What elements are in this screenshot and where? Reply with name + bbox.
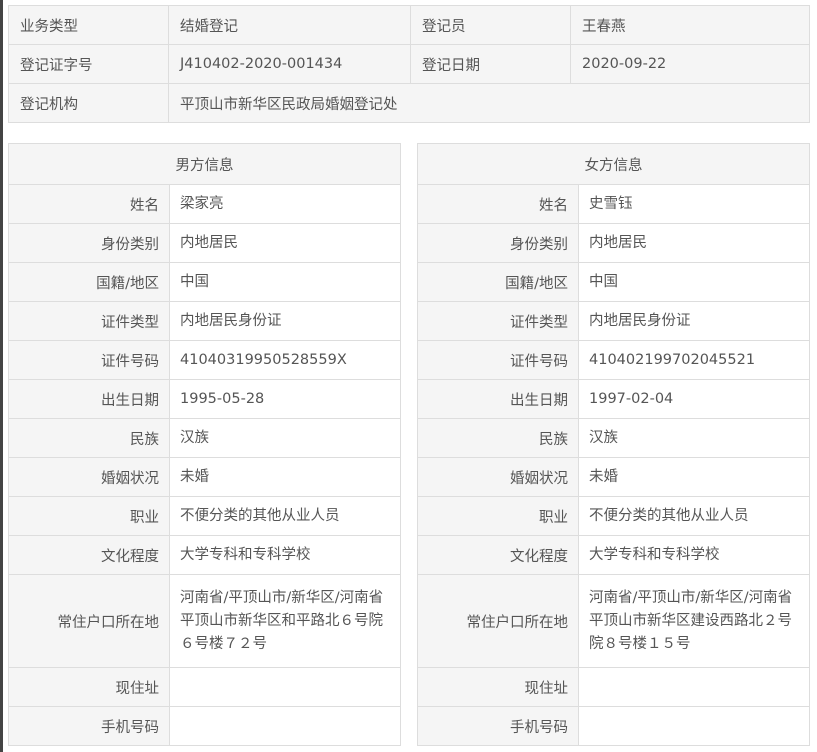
field-value: 大学专科和专科学校 bbox=[578, 535, 810, 575]
field-value: 不便分类的其他从业人员 bbox=[169, 496, 401, 536]
field-label: 国籍/地区 bbox=[417, 262, 579, 302]
female-info-table: 女方信息 姓名 史雪钰 身份类别 内地居民 国籍/地区 中国 证件类型 内地居民身份证 证件号码… bbox=[417, 143, 810, 746]
table-row: 文化程度 大学专科和专科学校 bbox=[8, 535, 401, 575]
field-value: 内地居民身份证 bbox=[578, 301, 810, 341]
field-label: 出生日期 bbox=[417, 379, 579, 419]
field-value: 未婚 bbox=[169, 457, 401, 497]
registrar-value: 王春燕 bbox=[570, 5, 810, 45]
field-label: 手机号码 bbox=[8, 706, 170, 746]
table-row: 民族 汉族 bbox=[8, 418, 401, 458]
field-label: 现住址 bbox=[417, 667, 579, 707]
field-value bbox=[169, 667, 401, 707]
field-label: 证件号码 bbox=[8, 340, 170, 380]
field-label: 身份类别 bbox=[8, 223, 170, 263]
field-value: 不便分类的其他从业人员 bbox=[578, 496, 810, 536]
field-value bbox=[578, 667, 810, 707]
field-value: 内地居民 bbox=[578, 223, 810, 263]
field-label: 文化程度 bbox=[417, 535, 579, 575]
male-info-title: 男方信息 bbox=[8, 143, 401, 185]
table-row: 出生日期 1997-02-04 bbox=[417, 379, 810, 419]
table-row: 国籍/地区 中国 bbox=[417, 262, 810, 302]
field-value: 中国 bbox=[578, 262, 810, 302]
table-row: 职业 不便分类的其他从业人员 bbox=[417, 496, 810, 536]
field-value: 1997-02-04 bbox=[578, 379, 810, 419]
table-row: 身份类别 内地居民 bbox=[417, 223, 810, 263]
table-row: 文化程度 大学专科和专科学校 bbox=[417, 535, 810, 575]
field-label: 出生日期 bbox=[8, 379, 170, 419]
table-row: 登记证字号 J410402-2020-001434 登记日期 2020-09-2… bbox=[8, 44, 810, 84]
date-label: 登记日期 bbox=[410, 44, 571, 84]
field-value: 汉族 bbox=[169, 418, 401, 458]
field-label: 证件类型 bbox=[417, 301, 579, 341]
field-label: 姓名 bbox=[8, 184, 170, 224]
field-label: 民族 bbox=[8, 418, 170, 458]
table-row: 现住址 bbox=[8, 667, 401, 707]
field-label: 姓名 bbox=[417, 184, 579, 224]
business-type-label: 业务类型 bbox=[8, 5, 169, 45]
date-value: 2020-09-22 bbox=[570, 44, 810, 84]
table-row: 证件类型 内地居民身份证 bbox=[8, 301, 401, 341]
table-row: 业务类型 结婚登记 登记员 王春燕 bbox=[8, 5, 810, 45]
table-row: 婚姻状况 未婚 bbox=[417, 457, 810, 497]
field-label: 证件类型 bbox=[8, 301, 170, 341]
window-edge bbox=[0, 0, 3, 752]
office-value: 平顶山市新华区民政局婚姻登记处 bbox=[168, 83, 810, 123]
field-value: 410402199702045521 bbox=[578, 340, 810, 380]
table-row: 证件类型 内地居民身份证 bbox=[417, 301, 810, 341]
field-label: 手机号码 bbox=[417, 706, 579, 746]
table-row: 现住址 bbox=[417, 667, 810, 707]
field-label: 婚姻状况 bbox=[417, 457, 579, 497]
male-info-table: 男方信息 姓名 梁家亮 身份类别 内地居民 国籍/地区 中国 证件类型 内地居民身份证 证件号码… bbox=[8, 143, 401, 746]
registrar-label: 登记员 bbox=[410, 5, 571, 45]
cert-no-label: 登记证字号 bbox=[8, 44, 169, 84]
field-label: 现住址 bbox=[8, 667, 170, 707]
table-row: 证件号码 410402199702045521 bbox=[417, 340, 810, 380]
field-value: 河南省/平顶山市/新华区/河南省平顶山市新华区建设西路北２号院８号楼１５号 bbox=[578, 574, 810, 668]
table-row: 手机号码 bbox=[8, 706, 401, 746]
table-row: 职业 不便分类的其他从业人员 bbox=[8, 496, 401, 536]
field-label: 婚姻状况 bbox=[8, 457, 170, 497]
field-label: 国籍/地区 bbox=[8, 262, 170, 302]
table-row: 婚姻状况 未婚 bbox=[8, 457, 401, 497]
table-row: 姓名 梁家亮 bbox=[8, 184, 401, 224]
field-value: 1995-05-28 bbox=[169, 379, 401, 419]
table-row: 姓名 史雪钰 bbox=[417, 184, 810, 224]
field-value bbox=[169, 706, 401, 746]
field-label: 证件号码 bbox=[417, 340, 579, 380]
registration-table: 业务类型 结婚登记 登记员 王春燕 登记证字号 J410402-2020-001… bbox=[8, 5, 810, 123]
field-value bbox=[578, 706, 810, 746]
female-info-title: 女方信息 bbox=[417, 143, 810, 185]
field-label: 民族 bbox=[417, 418, 579, 458]
field-value: 内地居民身份证 bbox=[169, 301, 401, 341]
field-label: 职业 bbox=[8, 496, 170, 536]
table-row: 国籍/地区 中国 bbox=[8, 262, 401, 302]
field-label: 常住户口所在地 bbox=[8, 574, 170, 668]
table-row: 民族 汉族 bbox=[417, 418, 810, 458]
field-value: 河南省/平顶山市/新华区/河南省平顶山市新华区和平路北６号院６号楼７２号 bbox=[169, 574, 401, 668]
table-row: 手机号码 bbox=[417, 706, 810, 746]
table-row: 常住户口所在地 河南省/平顶山市/新华区/河南省平顶山市新华区和平路北６号院６号楼… bbox=[8, 574, 401, 668]
field-value: 汉族 bbox=[578, 418, 810, 458]
field-value: 中国 bbox=[169, 262, 401, 302]
field-value: 未婚 bbox=[578, 457, 810, 497]
field-value: 史雪钰 bbox=[578, 184, 810, 224]
field-label: 常住户口所在地 bbox=[417, 574, 579, 668]
field-value: 梁家亮 bbox=[169, 184, 401, 224]
table-row: 登记机构 平顶山市新华区民政局婚姻登记处 bbox=[8, 83, 810, 123]
business-type-value: 结婚登记 bbox=[168, 5, 411, 45]
field-value: 41040319950528559X bbox=[169, 340, 401, 380]
field-label: 职业 bbox=[417, 496, 579, 536]
field-value: 大学专科和专科学校 bbox=[169, 535, 401, 575]
table-row: 出生日期 1995-05-28 bbox=[8, 379, 401, 419]
table-row: 证件号码 41040319950528559X bbox=[8, 340, 401, 380]
office-label: 登记机构 bbox=[8, 83, 169, 123]
table-row: 身份类别 内地居民 bbox=[8, 223, 401, 263]
field-label: 文化程度 bbox=[8, 535, 170, 575]
cert-no-value: J410402-2020-001434 bbox=[168, 44, 411, 84]
field-value: 内地居民 bbox=[169, 223, 401, 263]
table-row: 常住户口所在地 河南省/平顶山市/新华区/河南省平顶山市新华区建设西路北２号院８号… bbox=[417, 574, 810, 668]
field-label: 身份类别 bbox=[417, 223, 579, 263]
